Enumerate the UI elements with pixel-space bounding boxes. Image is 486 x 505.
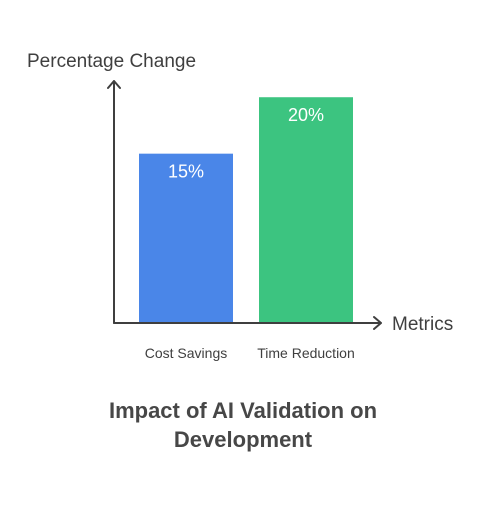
bars-layer xyxy=(139,97,353,323)
bar-cost-savings xyxy=(139,153,233,323)
x-axis xyxy=(113,316,382,330)
y-axis-title: Percentage Change xyxy=(27,51,196,72)
bar-time-reduction xyxy=(259,97,353,323)
chart-title: Impact of AI Validation on Development xyxy=(108,398,378,452)
labels-layer: 15% Cost Savings 20% Time Reduction xyxy=(145,105,355,361)
bar-value-label: 15% xyxy=(168,162,204,182)
x-tick-label: Time Reduction xyxy=(257,345,355,361)
x-axis-title: Metrics xyxy=(392,314,453,335)
y-axis xyxy=(107,80,121,324)
bar-value-label: 20% xyxy=(288,105,324,125)
x-tick-label: Cost Savings xyxy=(145,345,227,361)
